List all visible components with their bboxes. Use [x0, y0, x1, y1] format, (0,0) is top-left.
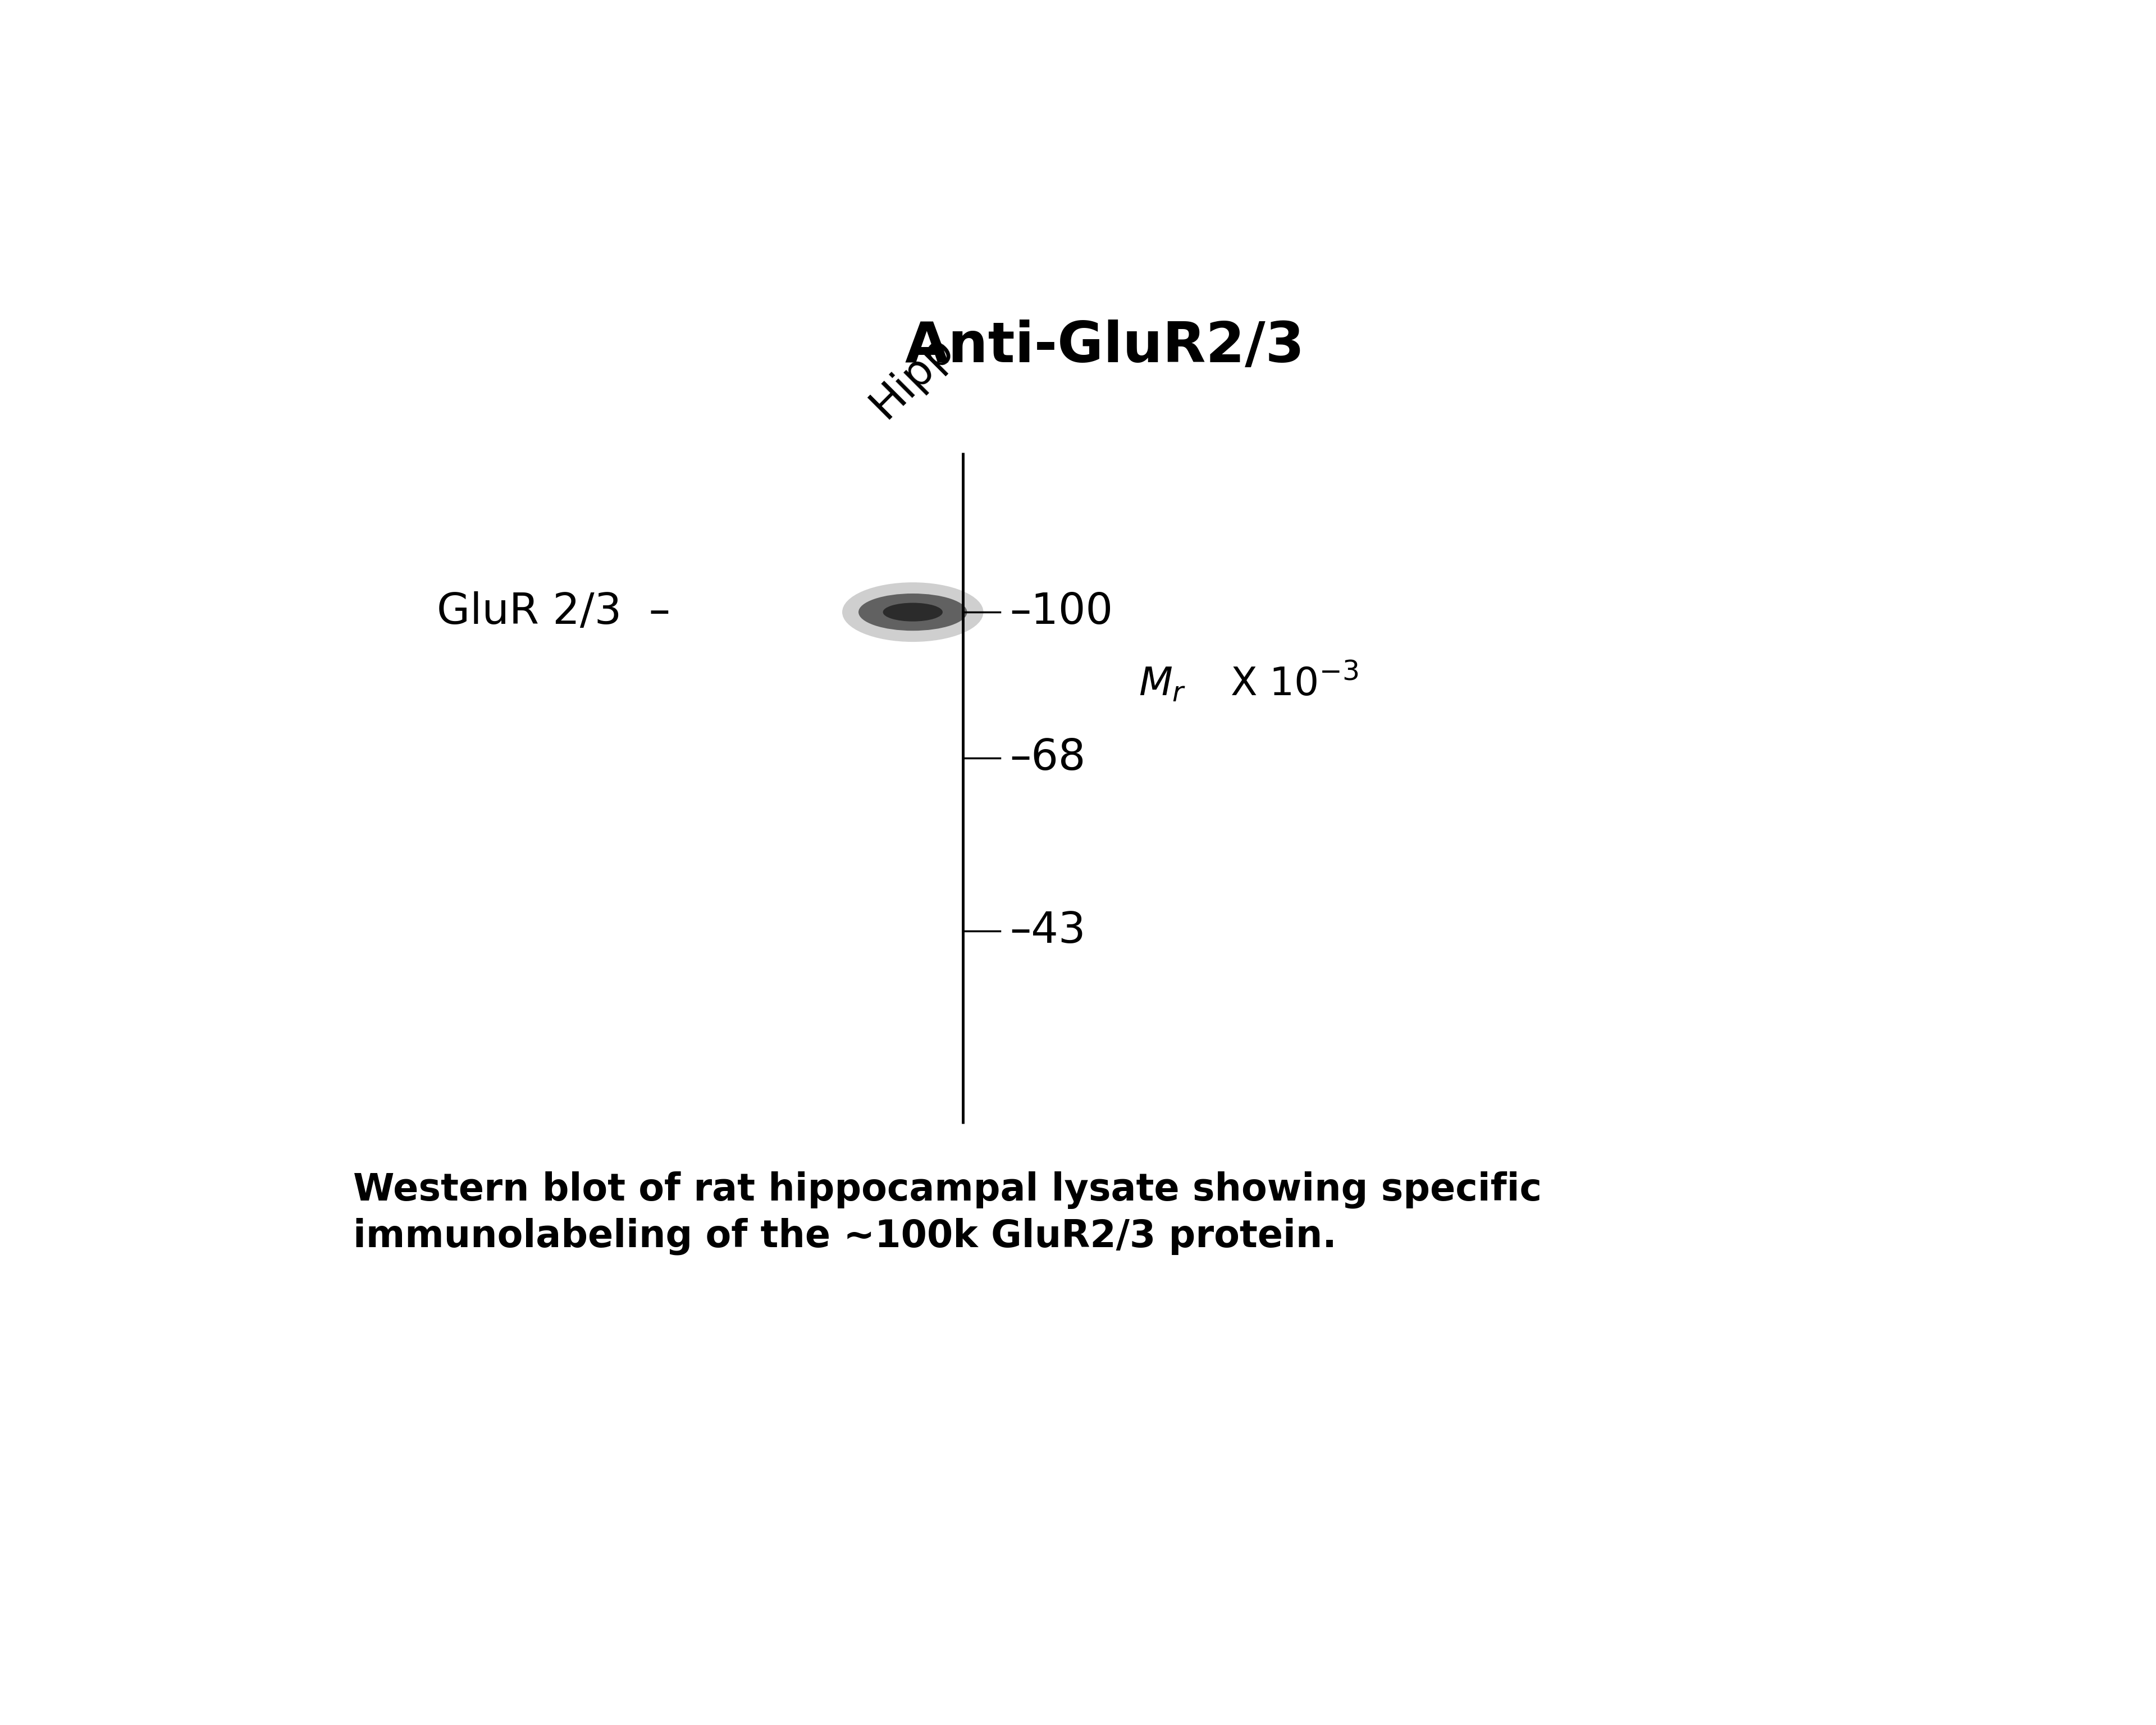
- Text: Western blot of rat hippocampal lysate showing specific: Western blot of rat hippocampal lysate s…: [354, 1171, 1542, 1209]
- Text: –43: –43: [1009, 911, 1087, 952]
- Text: –68: –68: [1009, 738, 1087, 780]
- Ellipse shape: [884, 602, 942, 621]
- Text: GluR 2/3  –: GluR 2/3 –: [436, 592, 671, 633]
- Text: $\mathit{M}_r$: $\mathit{M}_r$: [1138, 666, 1186, 702]
- Text: X 10$^{-3}$: X 10$^{-3}$: [1231, 666, 1358, 704]
- Text: Hipp: Hipp: [862, 328, 962, 426]
- Text: Anti-GluR2/3: Anti-GluR2/3: [906, 319, 1304, 374]
- Ellipse shape: [858, 593, 968, 631]
- Ellipse shape: [843, 583, 983, 642]
- Text: immunolabeling of the ~100k GluR2/3 protein.: immunolabeling of the ~100k GluR2/3 prot…: [354, 1218, 1337, 1256]
- Text: –100: –100: [1009, 592, 1112, 633]
